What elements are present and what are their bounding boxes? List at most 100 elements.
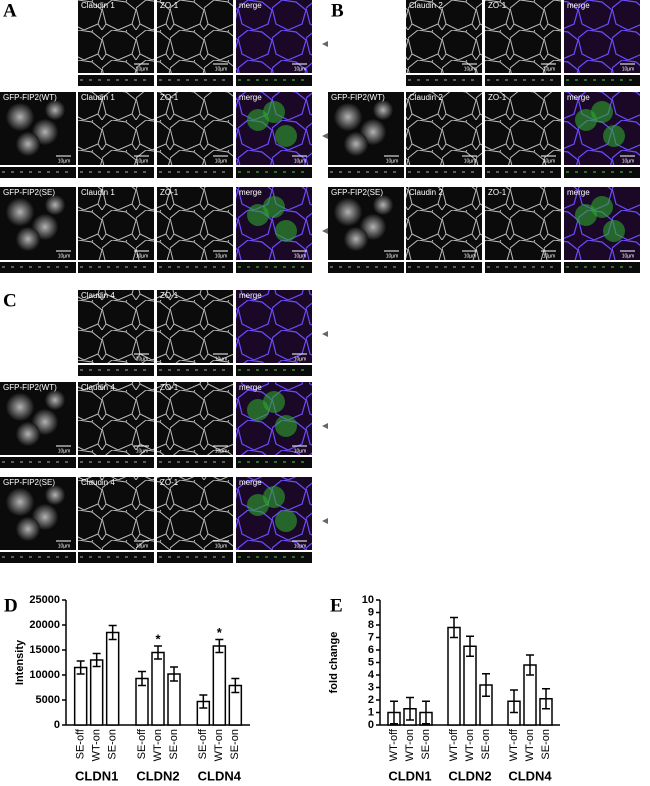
bar (105, 631, 120, 726)
scale-bar-label: 10µm (294, 543, 307, 549)
nucleus (373, 100, 393, 120)
scale-bar-label: 10µm (294, 66, 307, 72)
scale-bar-label: 10µm (215, 356, 228, 362)
panel-letter: A (3, 0, 17, 21)
cell-junctions (78, 187, 154, 260)
scale-bar-label: 10µm (464, 158, 477, 164)
y-axis-label: fold change (328, 632, 340, 694)
nucleus (344, 132, 368, 156)
image-label: ZO-1 (160, 93, 179, 102)
nucleus (16, 517, 40, 541)
cell-junctions (78, 92, 154, 165)
y-axis-label: Intensity (14, 639, 26, 685)
gfp-signal (591, 196, 613, 218)
scale-bar-label: 10µm (136, 66, 149, 72)
y-tick-label: 9 (368, 606, 374, 618)
image-label: Claudin 4 (81, 291, 115, 300)
gfp-signal (275, 510, 297, 532)
series-label: SE-on (420, 729, 432, 760)
y-tick-label: 0 (54, 719, 60, 731)
y-tick-label: 10 (362, 594, 374, 606)
image-label: Claudin 1 (81, 188, 115, 197)
bar (447, 626, 461, 726)
image-label: merge (239, 93, 262, 102)
scale-bar-label: 10µm (622, 158, 635, 164)
image-label: ZO-1 (488, 1, 507, 10)
scale-bar-label: 10µm (464, 253, 477, 259)
image-label: merge (239, 188, 262, 197)
nucleus (334, 198, 362, 226)
cell-junctions (78, 0, 154, 73)
arrowhead (322, 133, 328, 139)
cell-junctions (406, 0, 482, 73)
nucleus (6, 488, 34, 516)
category-label: CLDN4 (198, 768, 242, 783)
scale-bar-label: 10µm (215, 158, 228, 164)
nucleus (45, 390, 65, 410)
arrowhead (322, 518, 328, 524)
scale-bar-label: 10µm (58, 253, 71, 259)
nucleus (6, 103, 34, 131)
scale-bar-label: 10µm (386, 158, 399, 164)
panel-letter: E (330, 595, 343, 616)
nucleus (16, 422, 40, 446)
series-label: SE-on (480, 729, 492, 760)
cell-junctions (564, 0, 640, 73)
scale-bar-label: 10µm (543, 253, 556, 259)
series-label: WT-on (404, 729, 416, 761)
image-label: Claudin 2 (409, 188, 443, 197)
scale-bar-label: 10µm (622, 253, 635, 259)
nucleus (344, 227, 368, 251)
gfp-signal (275, 220, 297, 242)
cell-junctions (78, 382, 154, 455)
panel-letter: B (331, 0, 344, 21)
arrowhead (322, 423, 328, 429)
y-tick-label: 5000 (36, 694, 60, 706)
image-label: Claudin 2 (409, 1, 443, 10)
series-label: WT-on (524, 729, 536, 761)
image-label: GFP-FIP2(SE) (3, 188, 55, 197)
nucleus (16, 227, 40, 251)
image-label: merge (567, 93, 590, 102)
gfp-signal (263, 196, 285, 218)
scale-bar-label: 10µm (58, 448, 71, 454)
image-label: merge (567, 188, 590, 197)
cell-junctions (485, 0, 561, 73)
category-label: CLDN1 (388, 768, 431, 783)
image-label: GFP-FIP2(WT) (331, 93, 385, 102)
image-label: ZO-1 (488, 188, 507, 197)
image-label: ZO-1 (160, 383, 179, 392)
scale-bar-label: 10µm (136, 158, 149, 164)
image-label: GFP-FIP2(SE) (3, 478, 55, 487)
y-tick-label: 5 (368, 656, 374, 668)
series-label: WT-on (152, 729, 164, 761)
series-label: SE-on (540, 729, 552, 760)
image-label: ZO-1 (160, 188, 179, 197)
bar (212, 645, 227, 726)
image-label: merge (239, 478, 262, 487)
gfp-signal (275, 415, 297, 437)
category-label: CLDN1 (75, 768, 118, 783)
gfp-signal (263, 391, 285, 413)
nucleus (16, 132, 40, 156)
y-tick-label: 7 (368, 631, 374, 643)
scale-bar-label: 10µm (136, 253, 149, 259)
category-label: CLDN2 (136, 768, 179, 783)
cell-junctions (236, 290, 312, 363)
y-tick-label: 4 (368, 669, 375, 681)
y-tick-label: 20000 (29, 619, 60, 631)
image-label: merge (567, 1, 590, 10)
scale-bar-label: 10µm (215, 253, 228, 259)
gfp-signal (591, 101, 613, 123)
y-tick-label: 3 (368, 681, 374, 693)
image-label: merge (239, 291, 262, 300)
image-label: ZO-1 (488, 93, 507, 102)
image-label: GFP-FIP2(WT) (3, 383, 57, 392)
category-label: CLDN2 (448, 768, 491, 783)
significance: * (155, 631, 161, 646)
cell-junctions (406, 92, 482, 165)
nucleus (45, 485, 65, 505)
nucleus (45, 100, 65, 120)
image-label: ZO-1 (160, 291, 179, 300)
